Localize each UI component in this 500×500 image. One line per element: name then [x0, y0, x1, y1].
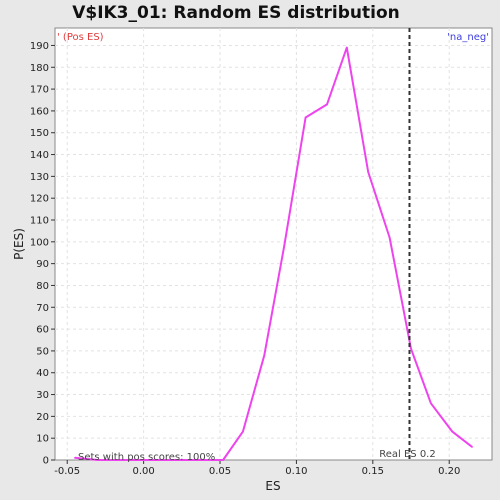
- data-point: [346, 46, 348, 49]
- y-tick-label: 30: [36, 390, 49, 401]
- x-tick-label: -0.05: [54, 466, 80, 477]
- real-es-label: Real ES 0.2: [379, 449, 435, 460]
- y-axis-label: P(ES): [12, 228, 26, 260]
- data-point: [430, 402, 432, 405]
- real-es-marker: Real ES 0.2: [379, 28, 436, 460]
- y-tick-label: 140: [30, 150, 49, 161]
- data-point: [367, 171, 370, 173]
- data-point: [451, 430, 454, 433]
- y-tick-label: 50: [36, 346, 49, 357]
- data-point: [188, 459, 191, 461]
- data-point: [283, 245, 285, 247]
- y-tick-label: 80: [36, 281, 49, 292]
- y-tick-label: 70: [36, 303, 49, 314]
- x-tick-label: 0.20: [438, 466, 460, 477]
- series-line-0: [74, 46, 473, 461]
- y-tick-label: 40: [36, 368, 49, 379]
- x-tick-label: 0.00: [132, 466, 154, 477]
- data-point: [388, 236, 391, 239]
- data-point: [74, 457, 76, 459]
- y-tick-label: 170: [30, 85, 49, 96]
- chart-title: V$IK3_01: Random ES distribution: [72, 3, 400, 23]
- data-point: [263, 354, 266, 357]
- x-tick-label: 0.05: [209, 466, 231, 477]
- pos-scores-annotation: Sets with pos scores: 100%: [78, 452, 215, 463]
- x-tick-label: 0.15: [362, 466, 384, 477]
- y-tick-label: 60: [36, 325, 49, 336]
- y-tick-label: 90: [36, 259, 49, 270]
- y-tick-label: 180: [30, 63, 49, 74]
- y-tick-label: 20: [36, 412, 49, 423]
- x-axis-label: ES: [265, 479, 280, 493]
- y-tick-label: 130: [30, 172, 49, 183]
- y-tick-label: 110: [30, 216, 49, 227]
- data-point: [96, 459, 99, 461]
- y-tick-label: 190: [30, 41, 49, 52]
- data-point: [410, 347, 412, 350]
- grid-lines: [55, 28, 492, 460]
- y-tick-label: 100: [30, 237, 49, 248]
- axes: 0 10 20 30 40 50 60 70 80 90 100 110 120 130 140 150 160…: [30, 41, 460, 477]
- y-tick-label: 10: [36, 434, 49, 445]
- corner-label-right: 'na_neg': [447, 32, 489, 43]
- y-tick-label: 0: [43, 456, 49, 467]
- y-tick-label: 150: [30, 128, 49, 139]
- y-tick-label: 120: [30, 194, 49, 205]
- data-point: [304, 116, 307, 119]
- data-point: [222, 459, 224, 461]
- y-tick-label: 160: [30, 106, 49, 117]
- x-tick-label: 0.10: [285, 466, 307, 477]
- corner-label-left: ' (Pos ES): [57, 32, 104, 43]
- plot-area: [54, 27, 493, 461]
- series-layer: [74, 46, 473, 461]
- data-point: [326, 103, 328, 106]
- data-point: [471, 446, 473, 448]
- data-point: [127, 459, 130, 461]
- data-point: [158, 459, 160, 461]
- data-point: [242, 430, 244, 433]
